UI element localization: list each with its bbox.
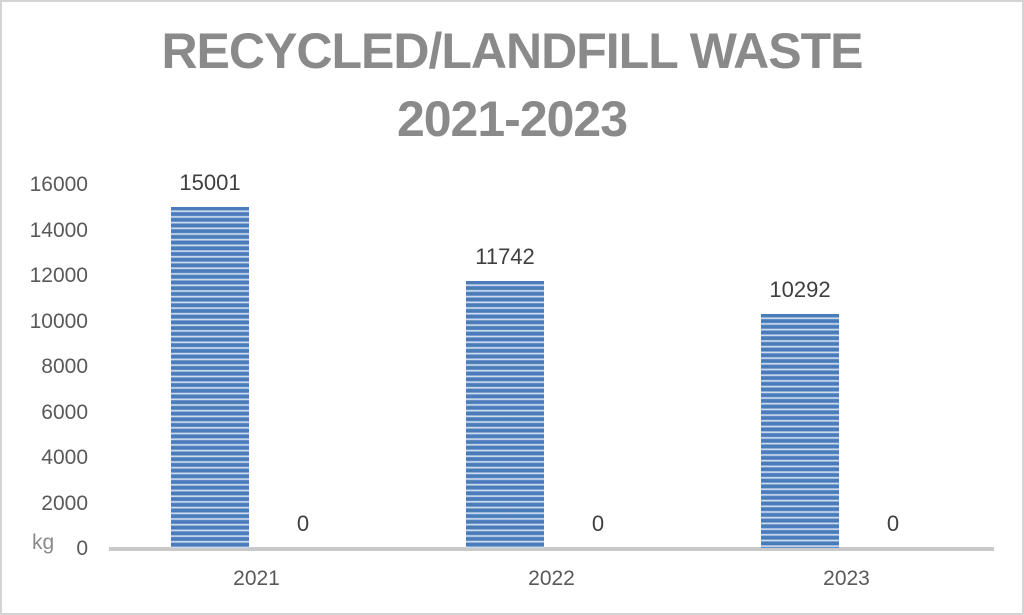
y-axis-tick-label: 16000 <box>29 173 88 196</box>
data-label-recycled-2022: 11742 <box>475 243 535 269</box>
y-axis-tick-label: 4000 <box>41 446 88 469</box>
x-axis-line <box>109 547 994 551</box>
data-label-landfill-2022: 0 <box>591 511 605 536</box>
y-axis-tick-label: 2000 <box>41 491 88 515</box>
y-axis-tick-label: 0 <box>76 537 88 560</box>
y-axis-tick-label: 6000 <box>41 400 88 424</box>
y-axis-unit-label: kg <box>32 531 55 554</box>
x-axis-category-label: 2023 <box>823 567 870 590</box>
bar-recycled-2022 <box>466 280 544 548</box>
y-axis-tick-label: 12000 <box>29 264 88 287</box>
y-axis-tick-label: 14000 <box>29 218 88 242</box>
y-axis-tick-label: 8000 <box>41 355 88 378</box>
chart-title-line1: RECYCLED/LANDFILL WASTE <box>161 23 863 79</box>
y-axis-tick-label: 10000 <box>29 309 88 333</box>
data-label-recycled-2023: 10292 <box>769 276 831 302</box>
data-label-landfill-2021: 0 <box>296 511 310 536</box>
chart-title: RECYCLED/LANDFILL WASTE 2021-2023 <box>2 17 1022 153</box>
bar-recycled-2021 <box>171 206 249 548</box>
chart-title-line2: 2021-2023 <box>396 91 628 147</box>
data-label-landfill-2023: 0 <box>886 511 900 536</box>
bar-recycled-2023 <box>761 313 839 548</box>
x-axis-category-label: 2022 <box>528 567 575 590</box>
data-label-recycled-2021: 15001 <box>179 169 241 195</box>
x-axis-category-label: 2021 <box>233 567 280 590</box>
